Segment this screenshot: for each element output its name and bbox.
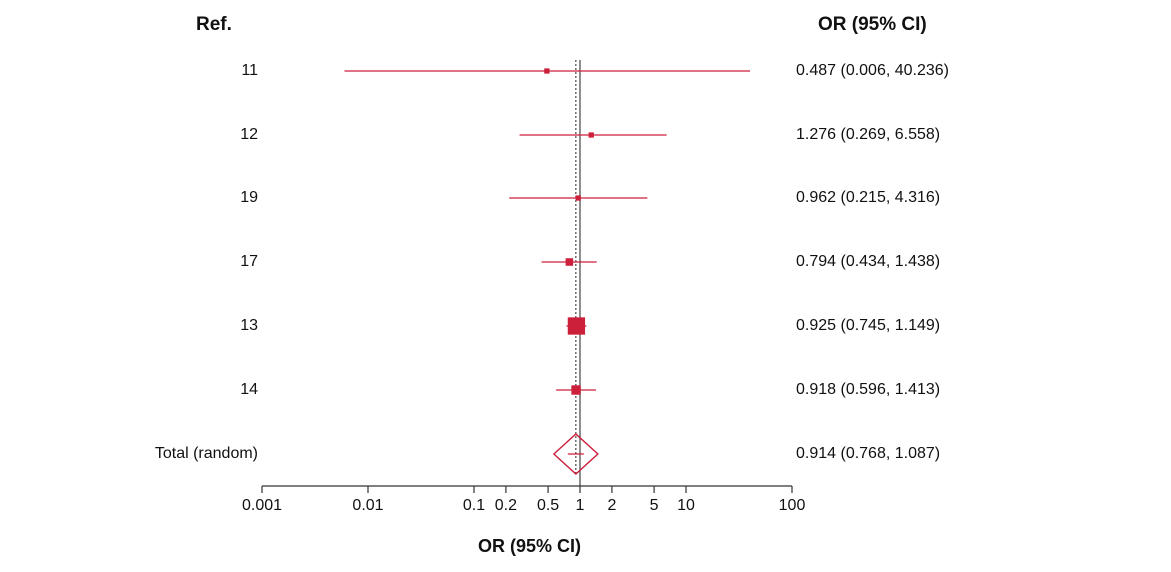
study-point-estimate — [565, 258, 574, 266]
total-label: Total (random) — [154, 445, 258, 462]
x-tick-label: 1 — [576, 497, 585, 514]
x-tick-label: 100 — [779, 497, 806, 514]
total-ci-text: 0.914 (0.768, 1.087) — [796, 445, 941, 462]
x-tick-label: 10 — [677, 497, 695, 514]
x-tick-label: 0.2 — [495, 497, 517, 514]
study-point-estimate — [575, 195, 581, 201]
study-label: 11 — [241, 62, 258, 79]
x-tick-label: 0.5 — [537, 497, 559, 514]
study-point-estimate — [544, 68, 550, 74]
study-point-estimate — [588, 132, 594, 138]
x-tick-label: 0.01 — [352, 497, 383, 514]
x-tick-label: 5 — [650, 497, 659, 514]
x-tick-label: 2 — [607, 497, 616, 514]
study-label: 17 — [240, 253, 258, 270]
study-ci-text: 1.276 (0.269, 6.558) — [796, 126, 941, 143]
x-tick-label: 0.001 — [242, 497, 282, 514]
x-tick-label: 0.1 — [463, 497, 485, 514]
study-label: 12 — [240, 126, 258, 143]
study-ci-text: 0.794 (0.434, 1.438) — [796, 253, 941, 270]
study-ci-text: 0.487 (0.006, 40.236) — [796, 62, 950, 79]
pooled-estimate-diamond — [552, 433, 599, 475]
ref-column-header: Ref. — [196, 14, 232, 35]
x-axis-title: OR (95% CI) — [478, 536, 582, 556]
study-label: 14 — [240, 381, 258, 398]
study-point-estimate — [567, 317, 586, 335]
study-point-estimate — [571, 385, 581, 395]
or-column-header: OR (95% CI) — [818, 14, 927, 35]
study-ci-text: 0.962 (0.215, 4.316) — [796, 189, 941, 206]
study-label: 19 — [240, 189, 258, 206]
study-ci-text: 0.918 (0.596, 1.413) — [796, 381, 941, 398]
study-ci-text: 0.925 (0.745, 1.149) — [796, 317, 941, 334]
study-label: 13 — [240, 317, 258, 334]
